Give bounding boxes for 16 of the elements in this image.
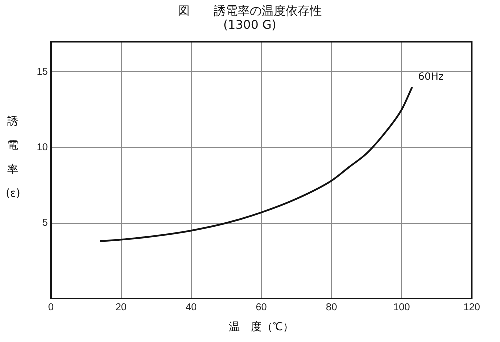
y-axis-title: 誘電率(ε): [6, 114, 21, 202]
y-tick-label: 15: [37, 66, 49, 78]
x-tick-label: 80: [326, 302, 338, 314]
x-tick-label: 20: [116, 302, 128, 314]
x-tick-label: 0: [48, 302, 54, 314]
x-tick-label: 100: [394, 302, 411, 314]
chart-title: 図 誘電率の温度依存性: [177, 4, 323, 18]
x-tick-label: 60: [256, 302, 268, 314]
x-tick-label: 40: [186, 302, 198, 314]
y-tick-label: 10: [37, 142, 49, 154]
x-axis-title: 温 度（℃）: [229, 320, 294, 334]
series-label: 60Hz: [418, 72, 444, 83]
chart-subtitle: (1300 G): [222, 18, 278, 32]
y-tick-label: 5: [42, 218, 49, 230]
x-tick-label: 120: [464, 302, 481, 314]
line-series: [99, 86, 414, 242]
